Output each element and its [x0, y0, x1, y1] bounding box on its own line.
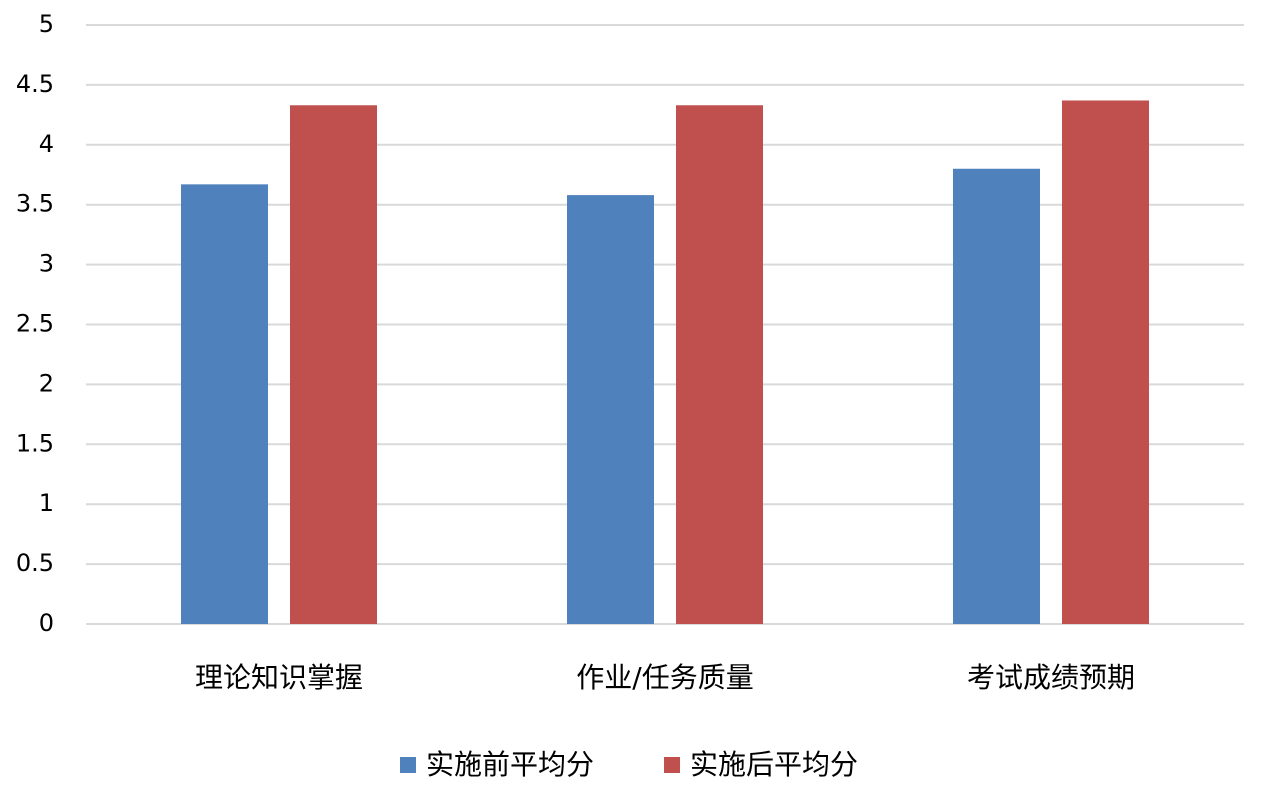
legend-label: 实施后平均分 — [690, 748, 858, 781]
y-tick-label: 2 — [39, 369, 54, 397]
x-tick-label: 作业/任务质量 — [576, 661, 753, 694]
x-tick-label: 考试成绩预期 — [967, 661, 1135, 694]
y-tick-label: 5 — [39, 10, 54, 38]
bar — [181, 184, 268, 625]
bar — [676, 105, 763, 625]
legend-swatch — [400, 757, 416, 773]
bar — [1062, 100, 1149, 624]
y-tick-label: 2.5 — [16, 310, 54, 338]
legend-swatch — [664, 757, 681, 773]
y-tick-label: 1.5 — [16, 429, 54, 457]
bar — [290, 105, 377, 625]
y-tick-label: 0 — [39, 609, 54, 637]
y-tick-label: 4 — [39, 130, 54, 158]
y-tick-label: 3.5 — [16, 190, 54, 218]
y-tick-label: 4.5 — [16, 70, 54, 98]
x-tick-label: 理论知识掌握 — [195, 661, 363, 694]
bar — [953, 168, 1040, 624]
y-tick-label: 1 — [39, 489, 54, 517]
y-tick-label: 0.5 — [16, 549, 54, 577]
y-tick-label: 3 — [39, 250, 54, 278]
legend-label: 实施前平均分 — [426, 748, 594, 781]
bar — [567, 195, 654, 624]
